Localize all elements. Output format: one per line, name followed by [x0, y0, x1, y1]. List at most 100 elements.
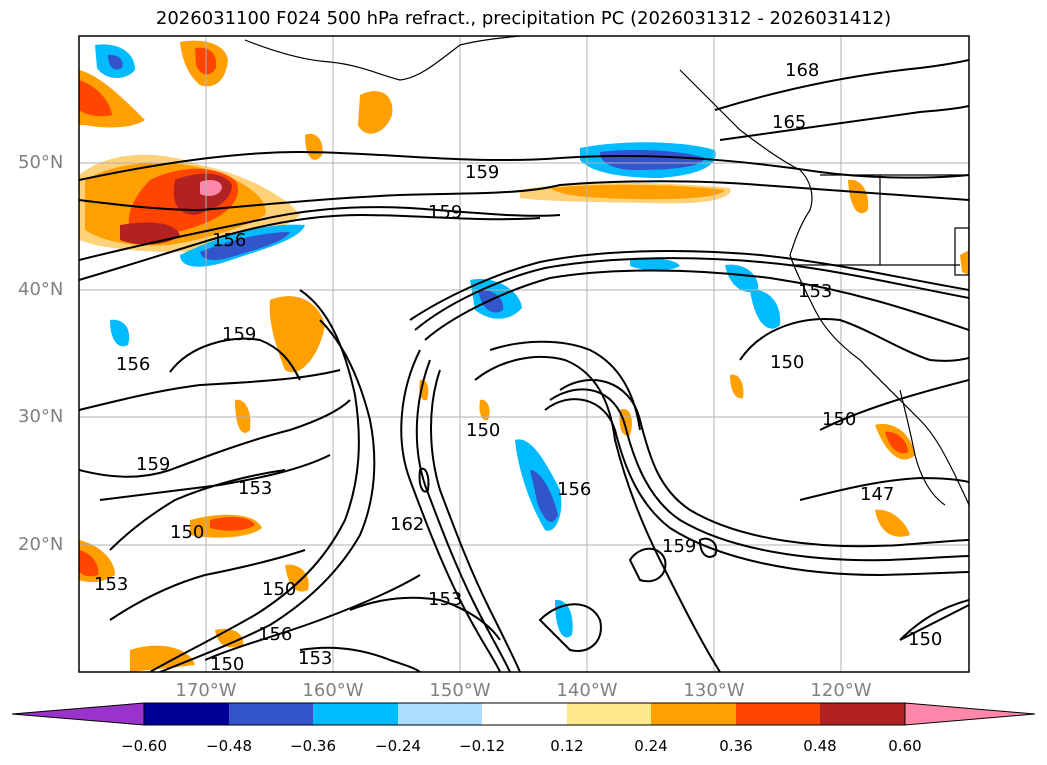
precip-blob-negative — [110, 319, 130, 347]
contour-line — [714, 59, 969, 111]
lon-label-150w: 150°W — [429, 680, 491, 701]
lon-label-130w: 130°W — [683, 680, 745, 701]
contour-label: 153 — [798, 281, 832, 302]
contour-label: 159 — [662, 536, 696, 557]
colorbar — [11, 702, 1036, 726]
colorbar-tick: 0.60 — [888, 737, 922, 755]
contour-label: 156 — [212, 230, 246, 251]
precip-blob-positive — [79, 550, 99, 577]
contour-line — [79, 180, 969, 212]
contour-label: 165 — [772, 112, 806, 133]
precip-blob-negative — [478, 289, 504, 313]
precip-blob-positive — [285, 564, 309, 592]
map-frame — [78, 35, 970, 673]
contour-line — [415, 359, 511, 672]
precip-blob-positive — [550, 184, 725, 200]
contour-label: 150 — [822, 409, 856, 430]
precip-shading — [79, 40, 969, 672]
contour-line — [489, 340, 641, 431]
contour-line — [549, 388, 969, 562]
contour-line — [109, 469, 286, 551]
colorbar-bin — [144, 703, 229, 725]
precip-blob-positive — [960, 250, 969, 275]
contour-line — [424, 269, 969, 341]
contour-label: 147 — [860, 484, 894, 505]
contour-line — [400, 349, 501, 672]
contour-line — [430, 369, 521, 672]
contour-line — [474, 356, 721, 672]
contour-label: 159 — [465, 162, 499, 183]
colorbar-tick: −0.60 — [121, 737, 167, 755]
contour-line — [628, 547, 667, 583]
contour-line — [79, 399, 351, 478]
contour-line — [169, 337, 301, 381]
colorbar-min-arrow — [11, 702, 145, 726]
colorbar-outline — [143, 702, 906, 726]
contour-line — [418, 467, 430, 493]
precip-blob-negative — [750, 289, 781, 329]
contour-line — [739, 318, 969, 362]
precip-blob-positive — [875, 509, 910, 537]
contour-line — [719, 105, 969, 141]
contour-line — [559, 379, 969, 548]
precip-blob-negative — [200, 232, 290, 260]
contour-label: 153 — [428, 589, 462, 610]
lat-label-30n: 30°N — [18, 406, 64, 427]
contour-label: 150 — [210, 654, 244, 675]
contour-label: 150 — [466, 420, 500, 441]
contour-line — [899, 599, 969, 641]
contour-line — [538, 603, 602, 652]
map-background — [79, 36, 969, 672]
lat-label-40n: 40°N — [18, 279, 64, 300]
precip-blob-positive — [235, 399, 251, 433]
colorbar-bin — [313, 703, 398, 725]
colorbar-tick: −0.12 — [459, 737, 505, 755]
contour-line — [819, 379, 969, 431]
contour-label: 153 — [238, 478, 272, 499]
colorbar-bin — [398, 703, 482, 725]
contour-line — [204, 574, 421, 661]
contour-line — [79, 150, 969, 181]
contour-line — [299, 646, 421, 672]
contour-line — [99, 454, 331, 501]
colorbar-bin — [567, 703, 651, 725]
contour-labels: 168 165 159 159 156 153 150 150 159 156 … — [94, 60, 942, 675]
precip-blob-negative — [630, 258, 680, 271]
contour-line — [109, 549, 306, 621]
lat-label-50n: 50°N — [18, 152, 64, 173]
contour-label: 159 — [428, 202, 462, 223]
contour-line — [79, 206, 561, 261]
colorbar-tick: −0.24 — [375, 737, 421, 755]
colorbar-tick: 0.36 — [719, 737, 753, 755]
precip-blob-positive — [79, 80, 112, 117]
contour-label: 159 — [222, 324, 256, 345]
contour-line — [414, 257, 969, 331]
contour-label: 150 — [908, 629, 942, 650]
precip-blob-positive — [848, 179, 869, 214]
precip-blob-negative — [555, 599, 573, 638]
colorbar-bin — [229, 703, 313, 725]
precip-blob-positive — [885, 431, 908, 454]
contour-line — [159, 319, 376, 672]
colorbar-tick: −0.36 — [290, 737, 336, 755]
lon-label-170w: 170°W — [175, 680, 237, 701]
lon-label-160w: 160°W — [302, 680, 364, 701]
precip-blob-negative — [108, 54, 123, 70]
refractivity-contours — [79, 59, 969, 672]
contour-label: 153 — [298, 648, 332, 669]
contour-label: 150 — [770, 352, 804, 373]
precip-blob-positive — [730, 374, 744, 399]
precip-blob-positive — [210, 517, 255, 531]
contour-label: 156 — [557, 479, 591, 500]
contour-label: 153 — [94, 574, 128, 595]
contour-label: 156 — [258, 624, 292, 645]
contour-line — [698, 537, 718, 558]
precip-blob-positive — [269, 296, 325, 373]
lon-label-120w: 120°W — [810, 680, 872, 701]
contour-label: 162 — [390, 514, 424, 535]
contour-line — [544, 398, 969, 577]
precip-blob-positive — [479, 399, 490, 421]
contour-label: 150 — [262, 579, 296, 600]
colorbar-tick: 0.12 — [550, 737, 584, 755]
